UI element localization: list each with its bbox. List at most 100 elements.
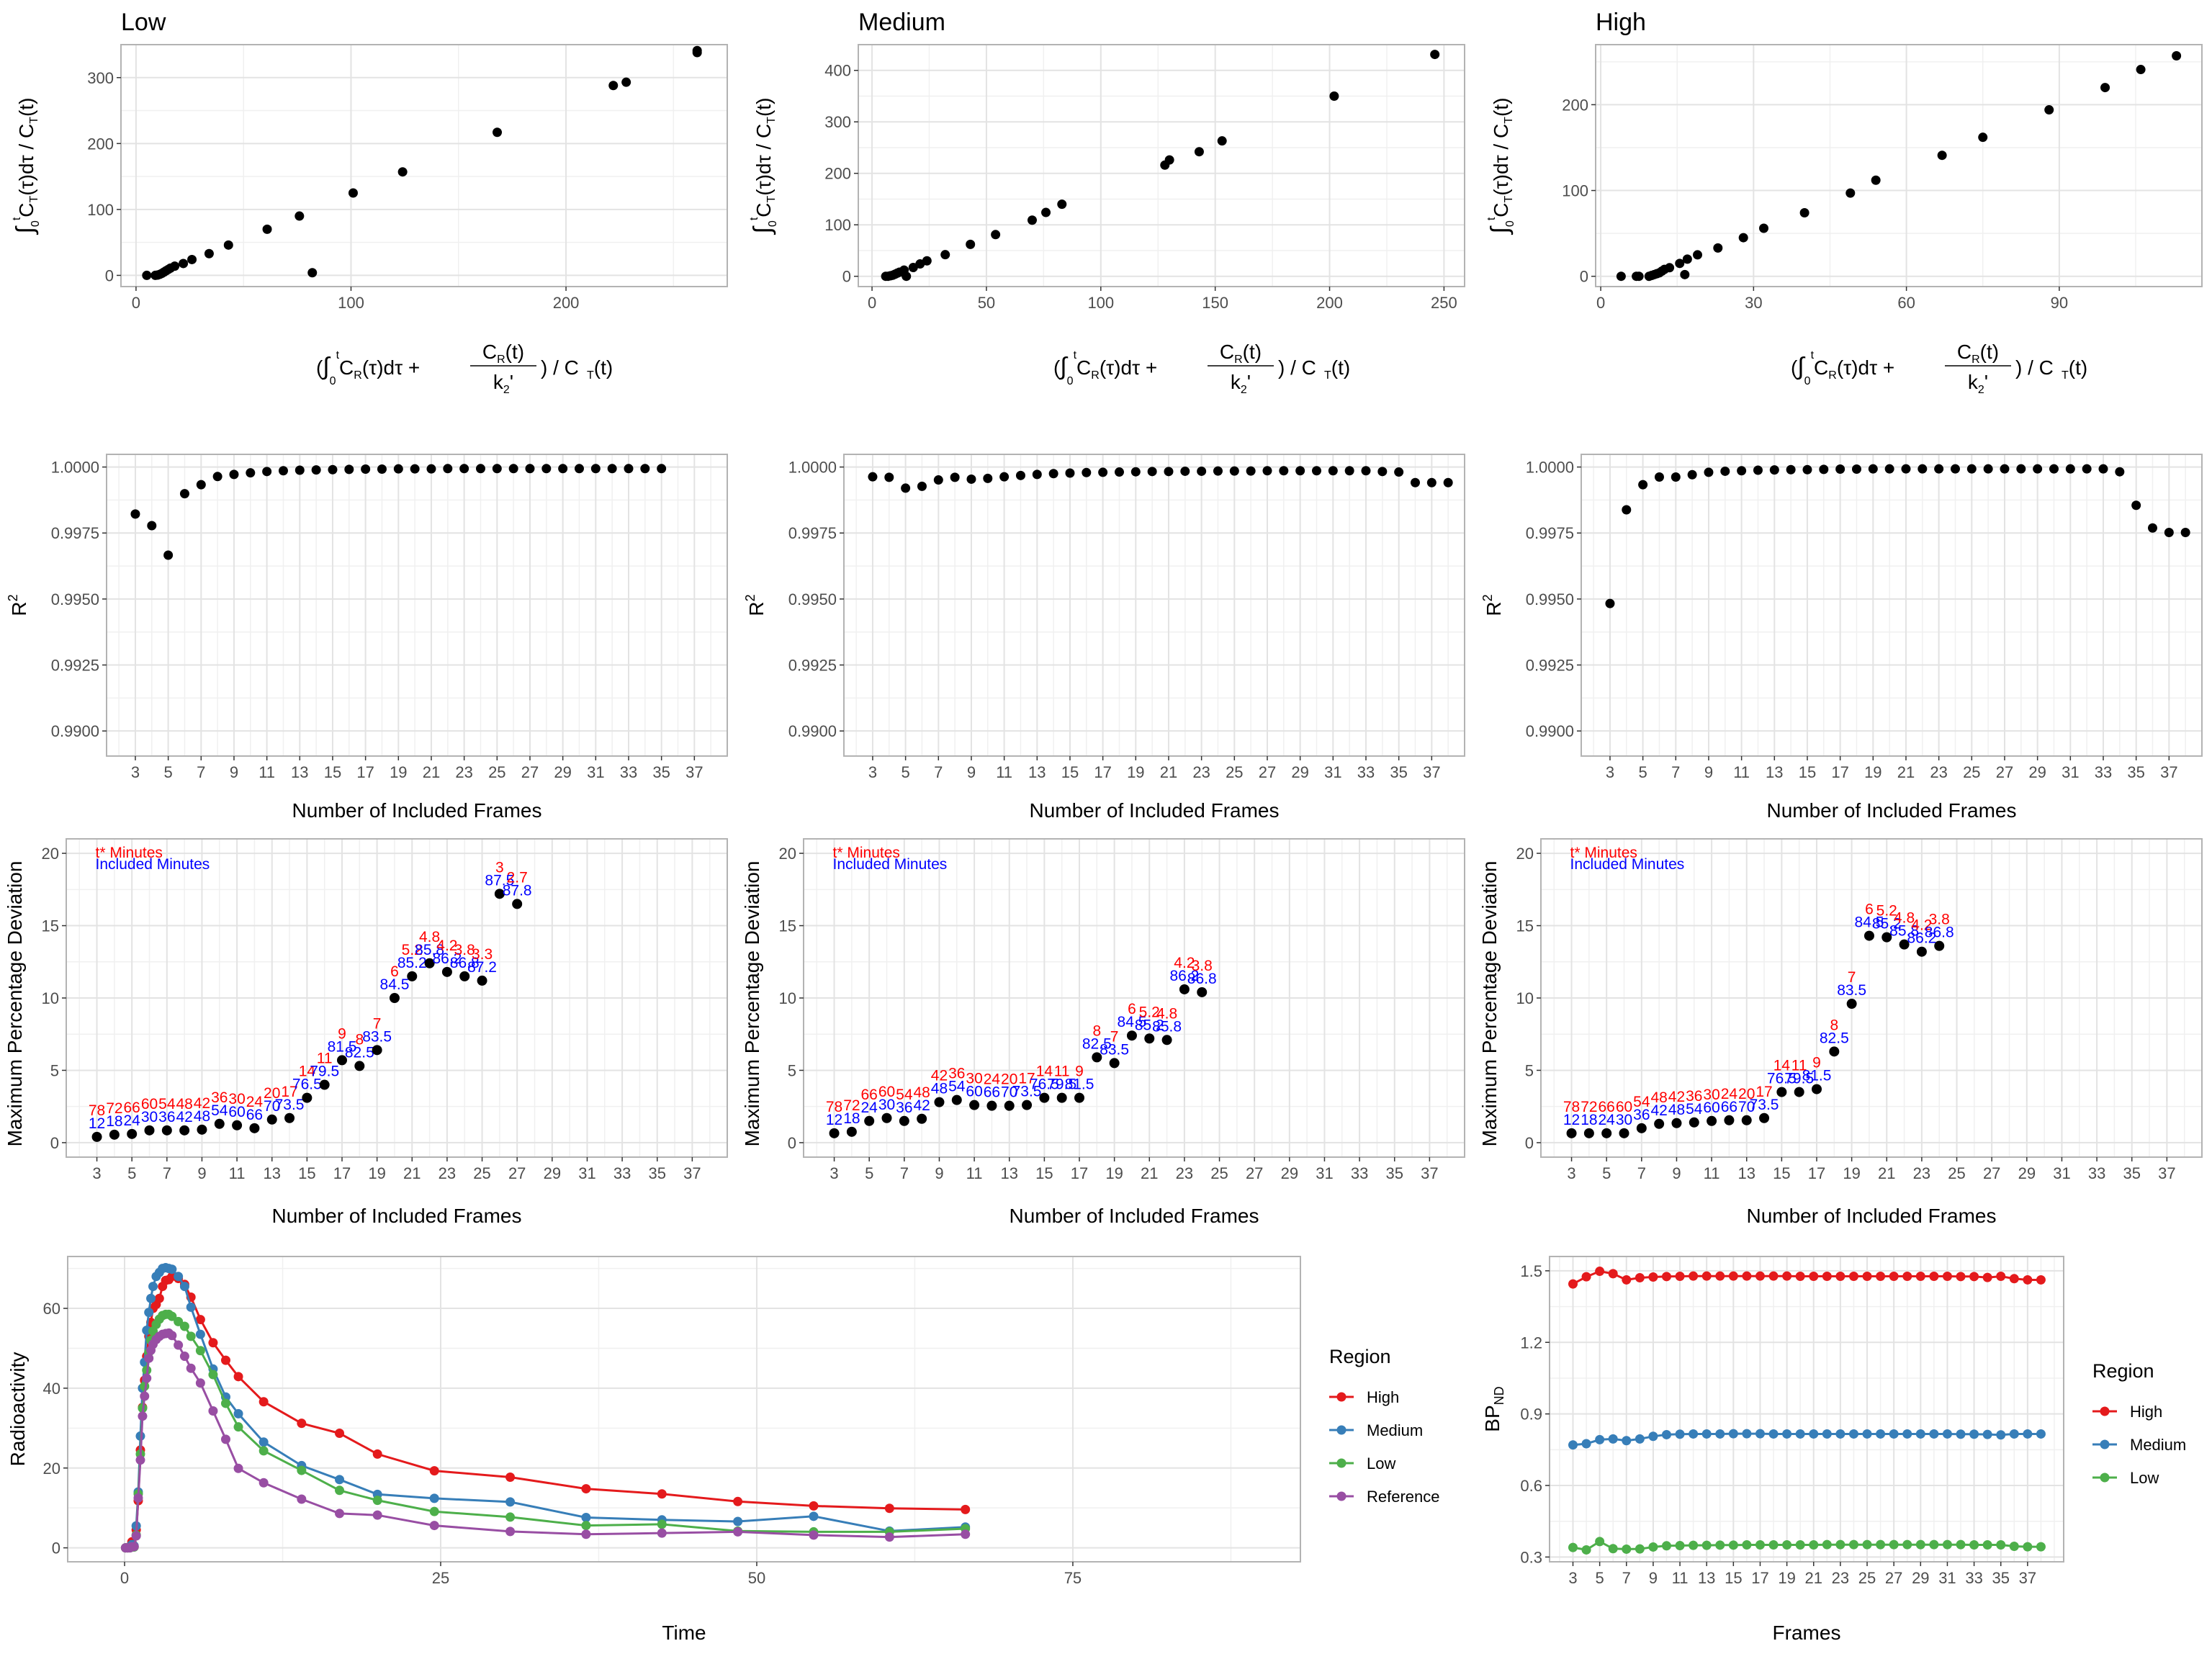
tstar-minutes-label: 17 — [281, 1084, 297, 1100]
data-point — [1737, 466, 1747, 476]
data-point — [1246, 466, 1256, 476]
data-point — [1675, 258, 1685, 269]
legend-label-high: High — [2130, 1403, 2162, 1421]
tstar-minutes-label: 42 — [194, 1095, 210, 1112]
series-point-high — [372, 1449, 382, 1459]
series-point-medium — [179, 1282, 189, 1292]
tstar-minutes-label: 66 — [1599, 1099, 1615, 1115]
series-point-low — [195, 1346, 205, 1356]
data-point — [361, 464, 371, 475]
data-point — [624, 464, 634, 474]
y-tick-label: 60 — [43, 1300, 60, 1318]
panel-dev-low: 3 5 7 9 11 13 15 17 19 21 23 25 27 29 31 33 35 37 0 5 10 15 20… — [0, 828, 737, 1242]
data-point — [1689, 1117, 1699, 1128]
series-point-reference — [142, 1373, 152, 1383]
data-point — [1863, 930, 1874, 941]
data-point — [393, 464, 403, 474]
data-point — [493, 127, 503, 138]
y-tick-label: 0.9900 — [1526, 722, 1574, 740]
series-point-high — [297, 1419, 307, 1429]
x-tick-label: 33 — [2095, 763, 2112, 781]
data-point — [266, 1114, 277, 1125]
series-point-low — [1661, 1541, 1671, 1551]
included-minutes-label: 73.5 — [275, 1097, 305, 1113]
x-tick-label: 3 — [1606, 763, 1614, 781]
data-point — [1027, 215, 1037, 225]
data-point — [1881, 932, 1892, 943]
data-point — [147, 521, 157, 531]
series-point-medium — [1608, 1434, 1618, 1444]
x-tick-label: 31 — [1938, 1569, 1956, 1587]
series-point-low — [1768, 1539, 1779, 1550]
x-tick-label: 27 — [521, 763, 539, 781]
x-tick-label: 35 — [648, 1164, 665, 1182]
data-point — [1693, 250, 1703, 260]
x-tick-label: 9 — [935, 1164, 943, 1182]
included-minutes-label: 79.5 — [1784, 1071, 1814, 1087]
series-point-reference — [335, 1509, 345, 1519]
data-point — [278, 466, 288, 476]
y-axis-title: Maximum Percentage Deviation — [741, 861, 763, 1147]
series-point-low — [1889, 1539, 1899, 1550]
series-point-reference — [809, 1530, 819, 1540]
x-tick-label: 11 — [1733, 763, 1750, 781]
data-point — [1164, 467, 1174, 477]
panel-r2-high: 3 5 7 9 11 13 15 17 19 21 23 25 27 29 31 33 35 37 0.9900 0.… — [1475, 414, 2212, 828]
tstar-minutes-label: 54 — [158, 1096, 176, 1112]
x-tick-label: 33 — [1965, 1569, 1982, 1587]
included-minutes-label: 86.8 — [1925, 925, 1954, 941]
data-point — [1279, 466, 1289, 476]
x-axis-title-right: ) / C — [541, 356, 579, 379]
data-point — [1443, 477, 1453, 487]
y-tick-label: 20 — [42, 845, 59, 863]
data-point — [1758, 223, 1768, 233]
chart-r2-low: 3 5 7 9 11 13 15 17 19 21 23 25 27 29 31 33 35 370.99000.… — [6, 454, 728, 822]
x-axis-title-tail: T(t) — [1324, 356, 1350, 382]
x-tick-label: 37 — [683, 1164, 701, 1182]
data-point — [1229, 466, 1239, 476]
included-minutes-label: 83.5 — [362, 1028, 392, 1045]
included-minutes-label: 85.2 — [397, 955, 427, 971]
series-point-low — [1782, 1539, 1792, 1550]
y-tick-label: 0.9 — [1520, 1406, 1542, 1424]
y-tick-label: 10 — [779, 989, 796, 1007]
data-point — [1032, 469, 1042, 480]
data-point — [1098, 467, 1108, 477]
tstar-minutes-label: 11 — [317, 1051, 333, 1067]
series-point-reference — [505, 1527, 516, 1537]
data-point — [983, 473, 993, 483]
data-point — [377, 464, 387, 475]
y-tick-label: 10 — [42, 989, 59, 1007]
x-tick-label: 7 — [900, 1164, 909, 1182]
data-point — [1899, 939, 1910, 950]
x-tick-label: 17 — [1071, 1164, 1088, 1182]
series-point-high — [1689, 1271, 1699, 1281]
included-minutes-label: 82.5 — [345, 1044, 374, 1061]
series-point-high — [1809, 1271, 1819, 1281]
series-point-low — [179, 1321, 189, 1331]
included-minutes-label: 83.5 — [1100, 1041, 1129, 1058]
x-tick-label: 0 — [132, 294, 140, 312]
included-minutes-label: 54 — [948, 1079, 966, 1095]
x-axis-title: Number of Included Frames — [271, 1205, 521, 1227]
series-point-high — [1996, 1271, 2006, 1281]
tstar-minutes-label: 20 — [264, 1085, 280, 1102]
x-axis-title-numerator: CR(t) — [1220, 341, 1262, 366]
x-axis-title: Number of Included Frames — [1746, 1205, 1996, 1227]
series-point-low — [1622, 1544, 1632, 1554]
data-point — [1194, 147, 1204, 157]
y-tick-label: 1.0000 — [788, 459, 837, 477]
x-tick-label: 200 — [1316, 294, 1343, 312]
legend-label-medium: Medium — [1367, 1421, 1423, 1439]
tstar-minutes-label: 36 — [948, 1066, 965, 1082]
data-point — [969, 1100, 980, 1110]
y-tick-label: 0.9975 — [788, 524, 837, 542]
series-point-high — [429, 1466, 439, 1476]
series-point-low — [1689, 1540, 1699, 1550]
y-tick-label: 1.5 — [1520, 1262, 1542, 1280]
series-point-low — [258, 1446, 269, 1456]
data-point — [1566, 1128, 1577, 1138]
chart-logan-medium: 0 50 100 150 200 250 0 100 200 300 400 ∫0tCT(τ)dτ /… — [748, 44, 1465, 396]
panel-border — [843, 454, 1465, 757]
series-point-low — [1929, 1539, 1939, 1550]
